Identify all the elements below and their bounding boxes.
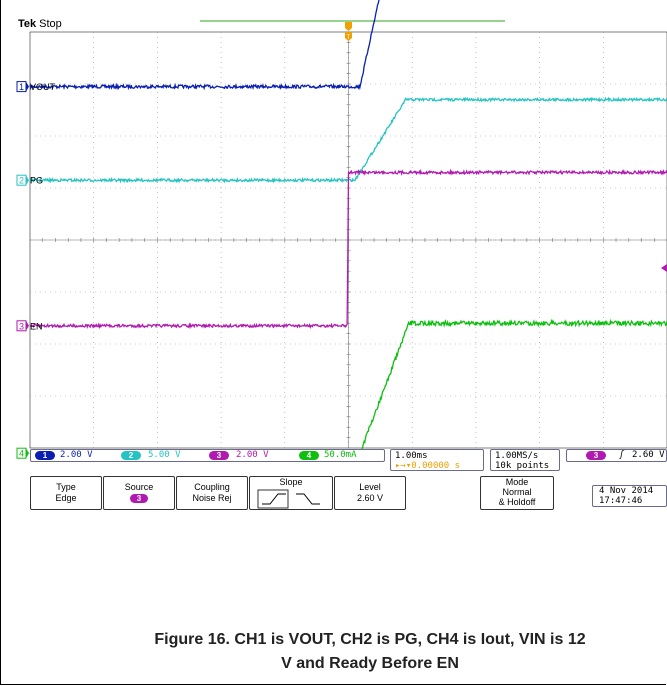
caption-line-2: V and Ready Before EN bbox=[281, 655, 459, 672]
trigger-level-marker bbox=[661, 264, 667, 272]
trigger-source-chip: 3 bbox=[586, 451, 606, 460]
menu-mode-title: Mode bbox=[505, 477, 529, 487]
menu-source-title: Source bbox=[124, 482, 154, 492]
ch1-chip: 1 bbox=[35, 451, 55, 460]
channel-3-marker: 3 EN bbox=[16, 320, 43, 332]
rising-slope-icon bbox=[262, 493, 286, 505]
ch1-scale: 2.00 V bbox=[60, 450, 93, 460]
falling-slope-icon bbox=[296, 493, 320, 505]
channel-number: 1 bbox=[19, 82, 24, 92]
record-length: 10k points bbox=[495, 461, 550, 471]
menu-source-button[interactable]: Source 3 bbox=[103, 476, 175, 510]
menu-source-chip: 3 bbox=[130, 494, 148, 503]
timebase-box: 1.00ms ▸→▾0.00000 s bbox=[390, 449, 484, 471]
menu-type-value: Edge bbox=[55, 493, 77, 503]
date-time-box: 4 Nov 2014 17:47:46 bbox=[592, 485, 667, 507]
channel-number: 2 bbox=[19, 176, 24, 186]
channel-name: VOUT bbox=[30, 82, 56, 92]
rising-edge-icon: ʃ bbox=[619, 450, 625, 460]
time-label: 17:47:46 bbox=[599, 496, 643, 506]
menu-slope-button[interactable]: Slope bbox=[249, 476, 333, 510]
channel-name: PG bbox=[30, 176, 43, 186]
slope-icons bbox=[257, 489, 320, 509]
caption-line-1: Figure 16. CH1 is VOUT, CH2 is PG, CH4 i… bbox=[154, 631, 586, 648]
rising-slope-selected-box bbox=[257, 489, 289, 509]
trace-vout bbox=[29, 0, 380, 91]
ch3-scale: 2.00 V bbox=[236, 450, 269, 460]
trigger-level-readout: 2.60 V bbox=[632, 450, 665, 460]
channel-arrow-icon bbox=[26, 448, 29, 459]
acquisition-box: 1.00MS/s 10k points bbox=[490, 449, 560, 471]
date-label: 4 Nov 2014 bbox=[599, 486, 654, 496]
menu-type-title: Type bbox=[56, 482, 76, 492]
menu-mode-value: Normal bbox=[502, 487, 532, 497]
channel-name: EN bbox=[30, 321, 43, 331]
trigger-readout: 3 ʃ 2.60 V bbox=[566, 449, 667, 462]
ch4-scale: 50.0mA bbox=[324, 450, 357, 460]
ch4-chip: 4 bbox=[299, 451, 319, 460]
trigger-position-line: ▸→▾0.00000 s bbox=[395, 461, 479, 471]
sample-rate: 1.00MS/s bbox=[495, 451, 539, 461]
menu-coupling-button[interactable]: Coupling Noise Rej bbox=[176, 476, 248, 510]
menu-slope-title: Slope bbox=[279, 477, 303, 487]
channel-scale-bar: 1 2.00 V 2 5.00 V 3 2.00 V 4 50.0mA bbox=[30, 449, 385, 462]
menu-mode-button[interactable]: Mode Normal & Holdoff bbox=[480, 476, 554, 510]
channel-number: 4 bbox=[19, 449, 24, 459]
menu-coupling-title: Coupling bbox=[194, 482, 230, 492]
trigger-t-glyph: T bbox=[347, 35, 351, 41]
trigger-arrow-icon: ▸→▾ bbox=[395, 461, 412, 471]
trace-en bbox=[29, 168, 667, 330]
channel-arrow-icon bbox=[26, 175, 29, 186]
menu-level-button[interactable]: Level 2.60 V bbox=[334, 476, 406, 510]
brand-label: Tek bbox=[18, 18, 37, 30]
trigger-position-marker: T bbox=[345, 22, 352, 41]
trigger-t-marker bbox=[345, 32, 352, 41]
acquisition-state: Stop bbox=[39, 18, 62, 30]
trigger-top-marker bbox=[345, 22, 352, 31]
channel-number: 3 bbox=[19, 321, 24, 331]
channel-arrow-icon bbox=[26, 81, 29, 92]
ch3-chip: 3 bbox=[209, 451, 229, 460]
ch2-chip: 2 bbox=[121, 451, 141, 460]
channel-2-marker: 2 PG bbox=[16, 174, 43, 186]
menu-level-value: 2.60 V bbox=[356, 493, 384, 503]
menu-level-title: Level bbox=[359, 482, 381, 492]
channel-arrow-icon bbox=[26, 320, 29, 331]
ch2-scale: 5.00 V bbox=[148, 450, 181, 460]
scope-status-title: Tek Stop bbox=[18, 18, 62, 30]
menu-mode-holdoff: & Holdoff bbox=[498, 497, 536, 507]
trigger-position-value: 0.00000 s bbox=[411, 461, 461, 471]
channel-1-marker: 1 VOUT bbox=[16, 81, 56, 93]
figure-caption: Figure 16. CH1 is VOUT, CH2 is PG, CH4 i… bbox=[60, 628, 667, 676]
timebase-value: 1.00ms bbox=[395, 451, 428, 461]
menu-coupling-value: Noise Rej bbox=[192, 493, 232, 503]
menu-type-button[interactable]: Type Edge bbox=[30, 476, 102, 510]
